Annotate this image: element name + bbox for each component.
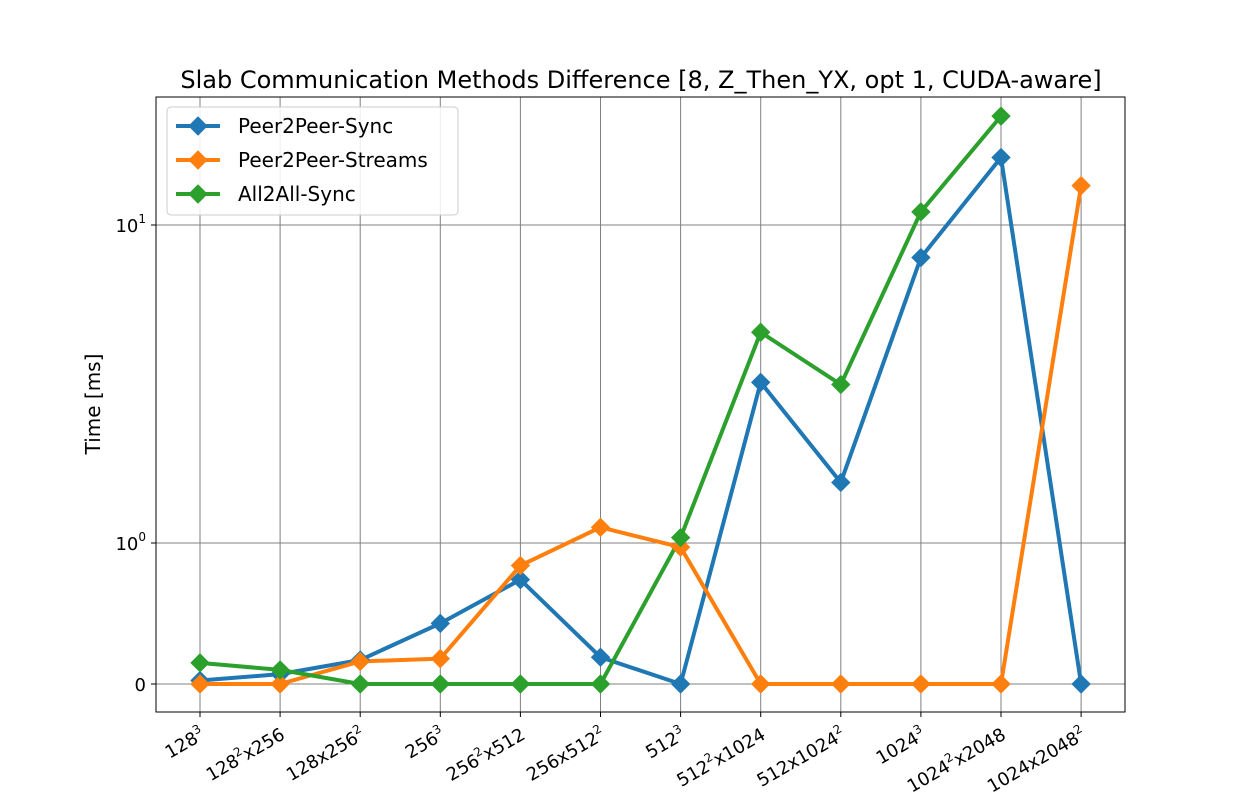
data-point-marker: [590, 517, 611, 538]
x-tick-label: 10243: [871, 722, 929, 770]
data-point-marker: [670, 674, 691, 694]
data-point-marker: [590, 647, 611, 667]
legend-label: Peer2Peer-Streams: [238, 148, 428, 172]
data-point-marker: [510, 555, 531, 576]
data-point-marker: [1071, 175, 1091, 196]
x-tick-label: 1283: [160, 722, 208, 764]
x-tick-label: 256x5122: [522, 722, 609, 786]
y-tick-label: 101: [115, 212, 146, 237]
data-point-marker: [991, 106, 1011, 126]
data-point-marker: [670, 527, 691, 548]
data-point-marker: [270, 674, 290, 694]
legend-box: [166, 106, 459, 216]
data-point-marker: [190, 674, 210, 694]
data-point-marker: [350, 651, 370, 672]
x-tick-label: 5123: [641, 722, 689, 764]
y-axis-label: Time [ms]: [81, 354, 105, 456]
data-point-marker: [510, 674, 531, 694]
data-point-marker: [911, 674, 931, 694]
data-point-marker: [430, 648, 451, 669]
series-line: [199, 155, 1084, 686]
data-point-marker: [270, 660, 290, 680]
data-point-marker: [430, 613, 451, 634]
data-point-marker: [1071, 674, 1091, 694]
chart-title: Slab Communication Methods Difference [8…: [180, 66, 1101, 94]
series-line: [200, 185, 1084, 686]
data-point-marker: [831, 472, 851, 493]
x-tick-label: 128x2562: [281, 722, 368, 786]
data-point-marker: [911, 202, 931, 222]
data-point-marker: [750, 372, 771, 393]
legend: Peer2Peer-Sync Peer2Peer-Streams All2All-S…: [166, 106, 459, 216]
legend-label: Peer2Peer-Sync: [238, 114, 393, 138]
data-point-marker: [991, 674, 1011, 694]
series-layer: [190, 106, 1091, 694]
y-axis: 0 100 101: [115, 212, 156, 696]
data-point-marker: [831, 374, 851, 395]
data-point-marker: [911, 247, 931, 268]
x-tick-label: 512x10242: [752, 722, 849, 792]
data-point-marker: [991, 147, 1011, 168]
data-point-marker: [430, 674, 451, 694]
data-point-marker: [510, 569, 531, 590]
data-point-marker: [831, 674, 851, 694]
legend-marker: [188, 150, 208, 170]
x-tick-label: 5122x1024: [672, 722, 769, 792]
x-tick-label: 1282x256: [201, 722, 288, 786]
y-tick-label: 100: [115, 530, 146, 555]
data-point-marker: [350, 674, 370, 694]
data-point-marker: [590, 674, 611, 694]
data-point-marker: [750, 674, 771, 694]
plot-area-frame: [155, 96, 1126, 713]
y-tick-label: 0: [135, 675, 146, 696]
x-tick-label: 2562x512: [442, 722, 529, 786]
data-point-marker: [750, 322, 771, 342]
legend-label: All2All-Sync: [238, 182, 356, 206]
legend-marker: [188, 184, 208, 204]
data-point-marker: [190, 653, 210, 673]
x-tick-label: 2563: [400, 722, 448, 764]
legend-marker: [188, 116, 208, 136]
